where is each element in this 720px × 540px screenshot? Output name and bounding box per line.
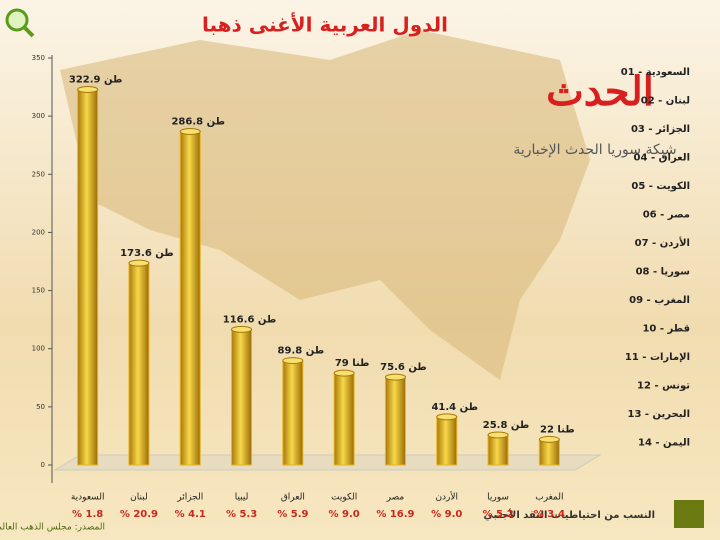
- bar: [333, 372, 355, 466]
- share-label: % 16.9: [376, 509, 414, 520]
- value-label: 75.6 طن: [380, 362, 427, 373]
- x-tick-label: سوريا: [487, 493, 509, 503]
- y-tick-label: 300: [32, 112, 45, 120]
- chart-title: الدول العربية الأغنى ذهبا: [202, 12, 448, 37]
- bar: [77, 89, 99, 466]
- bar-top: [128, 259, 150, 267]
- x-tick-label: الأردن: [435, 491, 458, 503]
- y-tick-label: 250: [32, 170, 45, 178]
- share-label: % 5.3: [226, 509, 257, 520]
- ranking-item: 12 - تونس: [637, 381, 690, 392]
- ranking-item: 13 - البحرين: [628, 409, 690, 420]
- share-label: % 5.2: [482, 509, 513, 520]
- bar: [128, 262, 150, 466]
- y-tick-label: 50: [36, 403, 45, 411]
- share-label: % 9.0: [329, 509, 360, 520]
- x-tick-label: العراق: [281, 493, 305, 503]
- ranking-item: 06 - مصر: [643, 210, 690, 221]
- value-label: 173.6 طن: [120, 248, 174, 259]
- share-label: % 3.4: [534, 509, 565, 520]
- ranking-item: 11 - الإمارات: [625, 352, 690, 363]
- x-tick-label: ليبيا: [235, 493, 249, 503]
- ranking-item: 02 - لبنان: [641, 96, 690, 107]
- y-tick-label: 100: [32, 345, 45, 353]
- bar-top: [487, 431, 509, 439]
- ranking-item: 07 - الأردن: [635, 236, 690, 249]
- bar-top: [384, 373, 406, 381]
- bar-top: [333, 369, 355, 377]
- bar-top: [538, 435, 560, 443]
- bar: [282, 360, 304, 466]
- x-tick-label: لبنان: [130, 493, 148, 503]
- value-label: 41.4 طن: [431, 402, 478, 413]
- logo-subtitle: شبكة سوريا الحدث الإخبارية: [513, 142, 676, 158]
- bar: [231, 328, 253, 466]
- ranking-item: 08 - سوريا: [636, 267, 691, 278]
- rt-logo: [674, 500, 704, 528]
- bar: [436, 416, 458, 466]
- bar-top: [77, 86, 99, 94]
- value-label: 116.6 طن: [223, 314, 277, 325]
- y-tick-label: 150: [32, 287, 45, 295]
- logo: الحدث: [546, 68, 654, 115]
- zoom-handle: [23, 26, 35, 38]
- share-label: % 4.1: [175, 509, 206, 520]
- y-tick-label: 0: [41, 461, 45, 469]
- value-label: 286.8 طن: [171, 116, 225, 127]
- bar-top: [179, 127, 201, 135]
- ranking-item: 09 - المغرب: [629, 295, 690, 306]
- ranking-item: 04 - العراق: [634, 153, 690, 164]
- ranking-item: 14 - اليمن: [638, 438, 690, 449]
- bar: [179, 130, 201, 466]
- share-title: النسب من احتياطيات النقد الأجنبي: [483, 508, 655, 521]
- bar: [384, 376, 406, 466]
- x-tick-label: المغرب: [535, 493, 563, 503]
- value-label: 322.9 طن: [69, 75, 123, 86]
- x-tick-label: الكويت: [331, 493, 357, 503]
- value-label: 89.8 طن: [278, 346, 325, 357]
- share-label: % 5.9: [277, 509, 308, 520]
- share-label: % 9.0: [431, 509, 462, 520]
- map-shape: [60, 30, 590, 380]
- zoom-icon[interactable]: [5, 8, 29, 32]
- source: المصدر: مجلس الذهب العالمي: [0, 523, 105, 533]
- value-label: 25.8 طن: [483, 420, 530, 431]
- bar-top: [282, 357, 304, 365]
- ranking-item: 05 - الكويت: [631, 181, 690, 192]
- x-tick-label: مصر: [386, 493, 405, 503]
- share-label: % 20.9: [120, 509, 158, 520]
- bar-top: [436, 413, 458, 421]
- x-tick-label: السعودية: [71, 493, 105, 503]
- ranking-item: 03 - الجزائر: [631, 124, 690, 135]
- value-label: 79 طنا: [335, 358, 370, 369]
- bar-top: [231, 325, 253, 333]
- share-label: % 1.8: [72, 509, 103, 520]
- y-tick-label: 350: [32, 54, 45, 62]
- bar: [487, 434, 509, 466]
- ranking-item: 01 - السعودية: [621, 67, 690, 78]
- value-label: 22 طنا: [540, 424, 575, 435]
- x-tick-label: الجزائر: [176, 493, 203, 503]
- y-tick-label: 200: [32, 228, 45, 236]
- ranking-item: 10 - قطر: [642, 324, 690, 335]
- bar: [538, 438, 560, 466]
